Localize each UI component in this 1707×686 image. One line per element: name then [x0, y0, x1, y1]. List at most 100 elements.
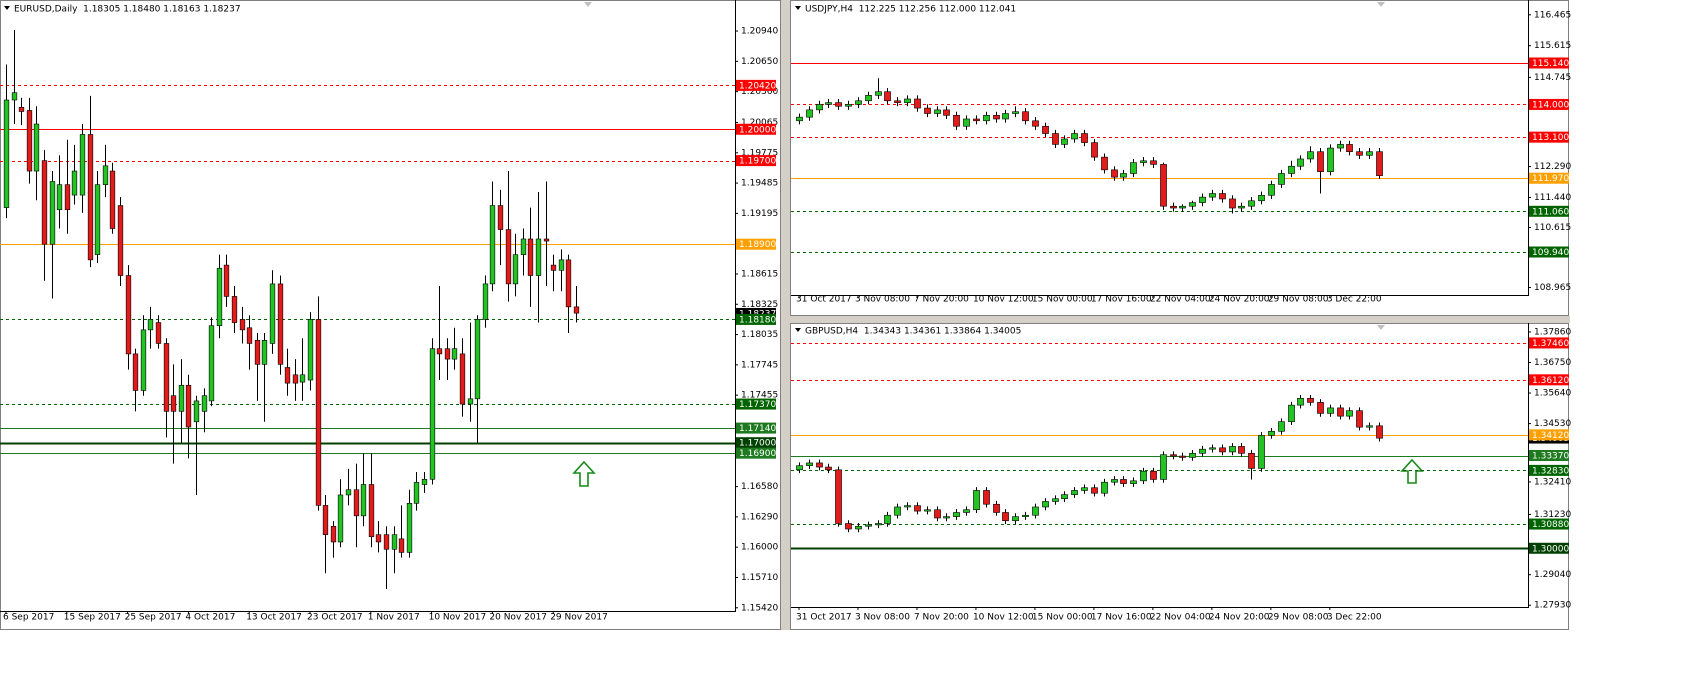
candle-body [1376, 151, 1383, 176]
candle-body [1258, 435, 1265, 469]
y-tick-label: 1.34530 [1534, 419, 1571, 429]
candle-body [1101, 156, 1108, 171]
panel-border [790, 323, 1569, 630]
scroll-marker [1377, 325, 1385, 330]
level-label-box [736, 307, 776, 319]
level-label-box [1529, 429, 1569, 441]
candle-body [345, 489, 352, 496]
level-label: 1.18900 [739, 240, 776, 250]
candle-body [1327, 147, 1334, 172]
x-tick-label: 15 Nov 00:00 [1032, 295, 1093, 305]
candle-body [1022, 514, 1029, 517]
candle-body [330, 525, 337, 543]
level-label-box [736, 398, 776, 410]
candle-body [1337, 407, 1344, 417]
y-tick-label: 1.17455 [741, 391, 778, 401]
candle-body [315, 319, 322, 506]
candle-body [398, 538, 405, 553]
candle-body [216, 267, 223, 326]
candle-body [1317, 402, 1324, 414]
candle-body [185, 384, 192, 428]
candle-body [973, 118, 980, 122]
x-tick-label: 25 Sep 2017 [125, 613, 182, 623]
candle-body [993, 503, 1000, 513]
header-icon [795, 328, 801, 332]
candle-body [1022, 111, 1029, 122]
level-label-box [736, 123, 776, 135]
candle-body [1130, 480, 1137, 484]
candle-body [147, 319, 154, 331]
x-tick-label: 29 Nov 08:00 [1268, 613, 1329, 623]
candle-body [26, 110, 33, 172]
candle-body [1042, 125, 1049, 134]
candle-body [1209, 193, 1216, 198]
candle-body [845, 523, 852, 530]
candle-body [983, 115, 990, 122]
candle-body [193, 400, 200, 423]
level-label: 115.140 [1532, 59, 1569, 69]
candle-body [1002, 512, 1009, 522]
level-label-box [1529, 337, 1569, 349]
x-tick-label: 7 Nov 20:00 [914, 295, 969, 305]
candle-body [904, 98, 911, 103]
x-tick-label: 6 Sep 2017 [3, 613, 54, 623]
level-label-box [1529, 205, 1569, 217]
candle-body [1120, 173, 1127, 178]
candle-body [1219, 193, 1226, 200]
level-label-box [1529, 374, 1569, 386]
candle-body [79, 134, 86, 196]
y-tick-label: 1.17745 [741, 360, 778, 370]
candle-body [1278, 421, 1285, 432]
candle-body [71, 170, 78, 196]
candle-body [558, 259, 565, 271]
y-tick-label: 1.27930 [1534, 601, 1571, 611]
candle-body [459, 353, 466, 405]
y-tick-label: 108.965 [1534, 283, 1571, 293]
candle-body [132, 353, 139, 391]
x-tick-label: 31 Oct 2017 [796, 295, 852, 305]
level-label-box [1529, 57, 1569, 69]
candle-body [1052, 498, 1059, 502]
candle-body [1032, 120, 1039, 127]
candle-body [1091, 142, 1098, 158]
level-label: 1.17370 [739, 400, 776, 410]
y-tick-label: 1.16000 [741, 543, 778, 553]
x-tick-label: 31 Oct 2017 [796, 613, 852, 623]
candle-body [550, 264, 557, 271]
level-label: 1.30880 [1532, 520, 1569, 530]
candle-body [223, 264, 230, 297]
chart-panel: GBPUSD,H4 1.34343 1.34361 1.33864 1.3400… [791, 323, 1571, 623]
candle-body [816, 462, 823, 468]
candle-body [277, 283, 284, 365]
candle-body [163, 343, 170, 412]
level-label-box [1529, 98, 1569, 110]
x-tick-label: 3 Dec 22:00 [1327, 295, 1382, 305]
candle-body [1091, 487, 1098, 494]
up-arrow [572, 460, 596, 487]
candle-body [368, 484, 375, 538]
y-tick-label: 112.290 [1534, 162, 1571, 172]
candle-body [543, 238, 550, 242]
candle-body [1297, 397, 1304, 406]
candle-body [239, 319, 246, 331]
candle-body [155, 322, 162, 344]
candle-body [307, 319, 314, 381]
candle-body [375, 534, 382, 543]
candle-body [520, 238, 527, 255]
candle-body [845, 104, 852, 107]
candle-body [835, 102, 842, 107]
y-tick-label: 1.20650 [741, 57, 778, 67]
candle-body [18, 107, 25, 112]
candle-body [1179, 455, 1186, 458]
splitter [781, 0, 790, 630]
candle-body [1278, 173, 1285, 185]
candle-body [1032, 506, 1039, 516]
candle-body [1160, 454, 1167, 480]
x-tick-label: 15 Nov 00:00 [1032, 613, 1093, 623]
y-tick-label: 1.31230 [1534, 510, 1571, 520]
y-tick-label: 116.465 [1534, 10, 1571, 20]
level-label: 1.37460 [1532, 339, 1569, 349]
candle-body [322, 505, 329, 535]
candle-body [1111, 479, 1118, 483]
